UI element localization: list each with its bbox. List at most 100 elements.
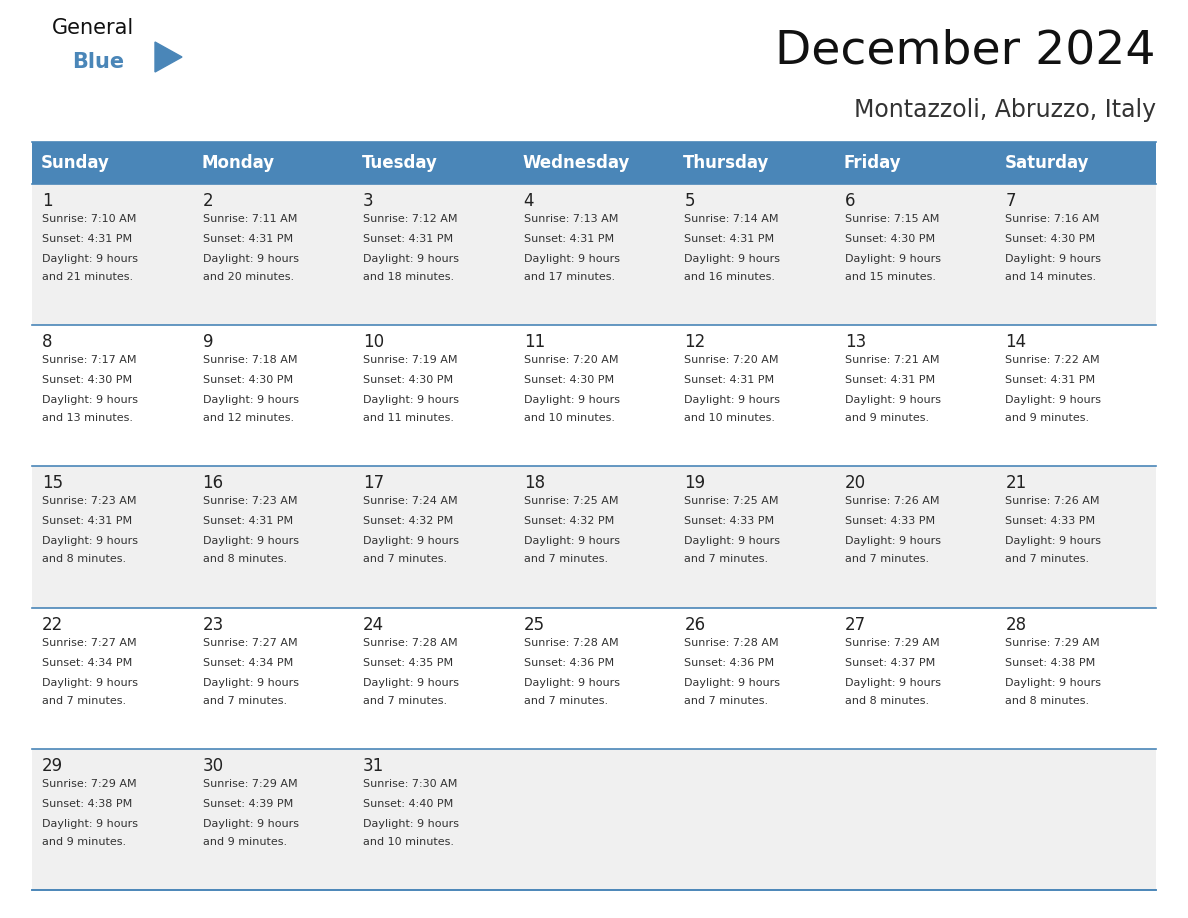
Text: 15: 15 <box>42 475 63 492</box>
Text: 18: 18 <box>524 475 545 492</box>
Text: Sunrise: 7:23 AM: Sunrise: 7:23 AM <box>42 497 137 507</box>
Text: Sunset: 4:31 PM: Sunset: 4:31 PM <box>845 375 935 386</box>
Text: Sunset: 4:38 PM: Sunset: 4:38 PM <box>1005 657 1095 667</box>
Text: Sunset: 4:34 PM: Sunset: 4:34 PM <box>42 657 132 667</box>
Text: and 13 minutes.: and 13 minutes. <box>42 413 133 423</box>
Text: and 14 minutes.: and 14 minutes. <box>1005 272 1097 282</box>
Text: Thursday: Thursday <box>683 154 770 172</box>
Text: Daylight: 9 hours: Daylight: 9 hours <box>203 396 298 405</box>
Text: Sunset: 4:31 PM: Sunset: 4:31 PM <box>203 517 292 526</box>
Text: and 7 minutes.: and 7 minutes. <box>364 554 447 565</box>
Text: Sunset: 4:31 PM: Sunset: 4:31 PM <box>364 234 454 244</box>
Text: Sunset: 4:30 PM: Sunset: 4:30 PM <box>845 234 935 244</box>
Text: 9: 9 <box>203 333 213 352</box>
Bar <box>32 184 1156 325</box>
Text: and 8 minutes.: and 8 minutes. <box>1005 696 1089 706</box>
Text: Sunset: 4:40 PM: Sunset: 4:40 PM <box>364 799 454 809</box>
Text: Daylight: 9 hours: Daylight: 9 hours <box>684 536 781 546</box>
Text: Sunset: 4:30 PM: Sunset: 4:30 PM <box>203 375 292 386</box>
Text: Wednesday: Wednesday <box>523 154 630 172</box>
Text: and 10 minutes.: and 10 minutes. <box>364 837 454 846</box>
Text: and 10 minutes.: and 10 minutes. <box>684 413 776 423</box>
Text: and 8 minutes.: and 8 minutes. <box>845 696 929 706</box>
Text: and 20 minutes.: and 20 minutes. <box>203 272 293 282</box>
Text: Sunrise: 7:16 AM: Sunrise: 7:16 AM <box>1005 214 1100 224</box>
Text: Daylight: 9 hours: Daylight: 9 hours <box>42 536 138 546</box>
Text: Saturday: Saturday <box>1004 154 1089 172</box>
Text: Tuesday: Tuesday <box>362 154 438 172</box>
Text: and 9 minutes.: and 9 minutes. <box>42 837 126 846</box>
Text: 31: 31 <box>364 756 385 775</box>
Text: Sunrise: 7:29 AM: Sunrise: 7:29 AM <box>42 778 137 789</box>
Text: Sunset: 4:36 PM: Sunset: 4:36 PM <box>684 657 775 667</box>
Text: Daylight: 9 hours: Daylight: 9 hours <box>364 819 459 829</box>
Text: 12: 12 <box>684 333 706 352</box>
Text: and 7 minutes.: and 7 minutes. <box>524 696 608 706</box>
Text: 11: 11 <box>524 333 545 352</box>
Text: 20: 20 <box>845 475 866 492</box>
Text: Sunrise: 7:29 AM: Sunrise: 7:29 AM <box>1005 638 1100 647</box>
Text: Sunrise: 7:12 AM: Sunrise: 7:12 AM <box>364 214 457 224</box>
Text: 22: 22 <box>42 616 63 633</box>
Text: 28: 28 <box>1005 616 1026 633</box>
Text: Sunrise: 7:10 AM: Sunrise: 7:10 AM <box>42 214 137 224</box>
Text: 27: 27 <box>845 616 866 633</box>
Text: Sunset: 4:33 PM: Sunset: 4:33 PM <box>845 517 935 526</box>
Text: Sunrise: 7:23 AM: Sunrise: 7:23 AM <box>203 497 297 507</box>
Text: and 7 minutes.: and 7 minutes. <box>684 554 769 565</box>
Text: Sunrise: 7:27 AM: Sunrise: 7:27 AM <box>42 638 137 647</box>
Text: Sunrise: 7:11 AM: Sunrise: 7:11 AM <box>203 214 297 224</box>
Text: Sunrise: 7:21 AM: Sunrise: 7:21 AM <box>845 355 940 365</box>
Text: Sunrise: 7:20 AM: Sunrise: 7:20 AM <box>684 355 779 365</box>
Text: Sunset: 4:30 PM: Sunset: 4:30 PM <box>524 375 614 386</box>
Text: Daylight: 9 hours: Daylight: 9 hours <box>1005 536 1101 546</box>
Text: Daylight: 9 hours: Daylight: 9 hours <box>845 254 941 264</box>
Text: Sunset: 4:31 PM: Sunset: 4:31 PM <box>42 517 132 526</box>
Text: Daylight: 9 hours: Daylight: 9 hours <box>203 536 298 546</box>
Text: and 7 minutes.: and 7 minutes. <box>524 554 608 565</box>
Text: Daylight: 9 hours: Daylight: 9 hours <box>524 254 620 264</box>
Text: and 12 minutes.: and 12 minutes. <box>203 413 293 423</box>
Bar <box>32 608 1156 749</box>
Text: 4: 4 <box>524 192 535 210</box>
Text: Sunset: 4:36 PM: Sunset: 4:36 PM <box>524 657 614 667</box>
Text: and 18 minutes.: and 18 minutes. <box>364 272 454 282</box>
Text: and 17 minutes.: and 17 minutes. <box>524 272 615 282</box>
Text: Sunset: 4:32 PM: Sunset: 4:32 PM <box>364 517 454 526</box>
Text: Sunset: 4:33 PM: Sunset: 4:33 PM <box>1005 517 1095 526</box>
Text: 30: 30 <box>203 756 223 775</box>
Text: Daylight: 9 hours: Daylight: 9 hours <box>364 254 459 264</box>
Text: and 7 minutes.: and 7 minutes. <box>845 554 929 565</box>
Text: and 7 minutes.: and 7 minutes. <box>1005 554 1089 565</box>
Text: Daylight: 9 hours: Daylight: 9 hours <box>203 819 298 829</box>
Text: Montazzoli, Abruzzo, Italy: Montazzoli, Abruzzo, Italy <box>854 98 1156 122</box>
Text: Sunset: 4:31 PM: Sunset: 4:31 PM <box>203 234 292 244</box>
Text: Sunrise: 7:29 AM: Sunrise: 7:29 AM <box>845 638 940 647</box>
Text: Friday: Friday <box>843 154 902 172</box>
Text: 2: 2 <box>203 192 213 210</box>
Text: Sunset: 4:39 PM: Sunset: 4:39 PM <box>203 799 292 809</box>
Text: Daylight: 9 hours: Daylight: 9 hours <box>42 677 138 688</box>
Text: Daylight: 9 hours: Daylight: 9 hours <box>364 396 459 405</box>
Text: Sunrise: 7:13 AM: Sunrise: 7:13 AM <box>524 214 618 224</box>
Text: 8: 8 <box>42 333 52 352</box>
Text: Sunset: 4:31 PM: Sunset: 4:31 PM <box>684 234 775 244</box>
Text: December 2024: December 2024 <box>776 28 1156 73</box>
Text: Sunday: Sunday <box>42 154 109 172</box>
Text: Sunset: 4:38 PM: Sunset: 4:38 PM <box>42 799 132 809</box>
Text: 16: 16 <box>203 475 223 492</box>
Text: Sunset: 4:30 PM: Sunset: 4:30 PM <box>42 375 132 386</box>
Text: 5: 5 <box>684 192 695 210</box>
Text: and 7 minutes.: and 7 minutes. <box>684 696 769 706</box>
Text: 17: 17 <box>364 475 384 492</box>
Text: and 11 minutes.: and 11 minutes. <box>364 413 454 423</box>
Text: Sunrise: 7:27 AM: Sunrise: 7:27 AM <box>203 638 297 647</box>
Text: Daylight: 9 hours: Daylight: 9 hours <box>42 396 138 405</box>
Text: Sunrise: 7:30 AM: Sunrise: 7:30 AM <box>364 778 457 789</box>
Text: 29: 29 <box>42 756 63 775</box>
Text: Daylight: 9 hours: Daylight: 9 hours <box>42 819 138 829</box>
Text: Daylight: 9 hours: Daylight: 9 hours <box>364 677 459 688</box>
Text: and 16 minutes.: and 16 minutes. <box>684 272 776 282</box>
Text: 25: 25 <box>524 616 545 633</box>
Text: Daylight: 9 hours: Daylight: 9 hours <box>845 677 941 688</box>
